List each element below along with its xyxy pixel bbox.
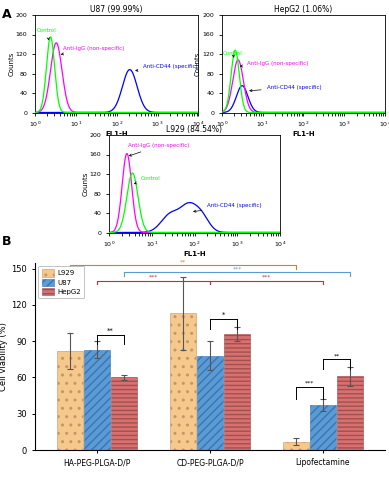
Text: ***: *** (149, 275, 158, 280)
Bar (197, 356, 223, 450)
Text: ***: *** (262, 275, 271, 280)
Text: Anti-IgG (non-specific): Anti-IgG (non-specific) (128, 143, 189, 156)
Text: **: ** (180, 260, 186, 264)
Text: Control: Control (135, 176, 161, 184)
Text: B: B (2, 235, 11, 248)
Y-axis label: Counts: Counts (82, 172, 88, 196)
Text: Control: Control (37, 28, 57, 40)
Text: Anti-CD44 (specific): Anti-CD44 (specific) (136, 64, 198, 72)
Text: Anti-CD44 (specific): Anti-CD44 (specific) (194, 203, 262, 212)
Bar (170, 314, 196, 450)
Text: Anti-IgG (non-specific): Anti-IgG (non-specific) (240, 61, 308, 67)
Title: HepG2 (1.06%): HepG2 (1.06%) (274, 5, 333, 14)
Bar (310, 405, 336, 450)
Y-axis label: Counts: Counts (195, 52, 201, 76)
Text: Anti-IgG (non-specific): Anti-IgG (non-specific) (61, 46, 124, 55)
Bar (111, 378, 137, 450)
Text: Control: Control (223, 50, 243, 57)
Bar (337, 376, 363, 450)
Text: **: ** (333, 353, 340, 358)
Legend: L929, U87, HepG2: L929, U87, HepG2 (39, 266, 84, 298)
Title: L929 (84.54%): L929 (84.54%) (166, 125, 223, 134)
Bar (84, 350, 110, 450)
X-axis label: FL1-H: FL1-H (105, 131, 128, 137)
X-axis label: FL1-H: FL1-H (292, 131, 315, 137)
X-axis label: FL1-H: FL1-H (183, 251, 206, 257)
Y-axis label: Counts: Counts (8, 52, 14, 76)
Y-axis label: Cell viability (%): Cell viability (%) (0, 322, 8, 390)
Bar (57, 351, 83, 450)
Title: U87 (99.99%): U87 (99.99%) (91, 5, 143, 14)
Text: Anti-CD44 (specific): Anti-CD44 (specific) (250, 84, 321, 91)
Text: ***: *** (305, 381, 314, 386)
Text: *: * (222, 312, 225, 318)
Bar (224, 334, 250, 450)
Text: ***: *** (233, 266, 242, 272)
Text: A: A (2, 8, 12, 20)
Bar (283, 442, 309, 450)
Text: **: ** (107, 328, 114, 334)
